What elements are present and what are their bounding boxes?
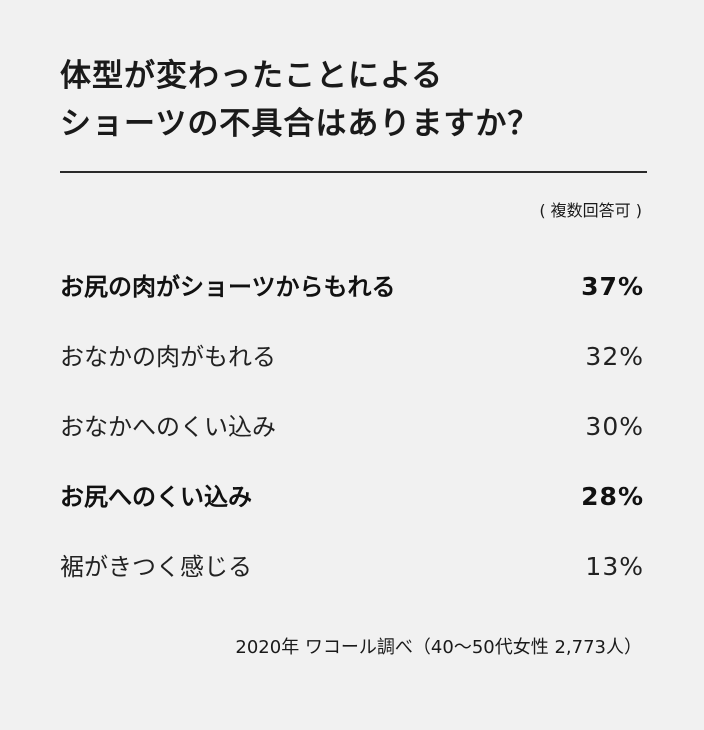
results-list: お尻の肉がショーツからもれる 37% おなかの肉がもれる 32% おなかへのくい込み 30… (60, 252, 644, 602)
result-percentage: 37% (581, 272, 644, 301)
result-percentage: 28% (581, 482, 644, 511)
result-label: おなかの肉がもれる (60, 343, 276, 371)
survey-title-line-2: ショーツの不具合はありますか？ (60, 106, 540, 142)
result-label: 裾がきつく感じる (60, 553, 252, 581)
result-row: お尻へのくい込み 28% (60, 462, 644, 532)
result-label: お尻の肉がショーツからもれる (60, 273, 396, 301)
result-percentage: 13% (585, 552, 644, 581)
result-row: おなかの肉がもれる 32% (60, 322, 644, 392)
result-label: おなかへのくい込み (60, 413, 276, 441)
survey-title: 体型が変わったことによる ショーツの不具合はありますか？ (60, 52, 660, 148)
result-row: 裾がきつく感じる 13% (60, 532, 644, 602)
result-row: お尻の肉がショーツからもれる 37% (60, 252, 644, 322)
multiple-answer-note: ( 複数回答可 ) (539, 201, 642, 220)
survey-title-line-1: 体型が変わったことによる (60, 58, 444, 94)
survey-source: 2020年 ワコール調べ（40〜50代女性 2,773人） (235, 637, 642, 658)
result-percentage: 30% (585, 412, 644, 441)
result-label: お尻へのくい込み (60, 483, 252, 511)
title-divider (60, 171, 647, 173)
result-row: おなかへのくい込み 30% (60, 392, 644, 462)
result-percentage: 32% (585, 342, 644, 371)
